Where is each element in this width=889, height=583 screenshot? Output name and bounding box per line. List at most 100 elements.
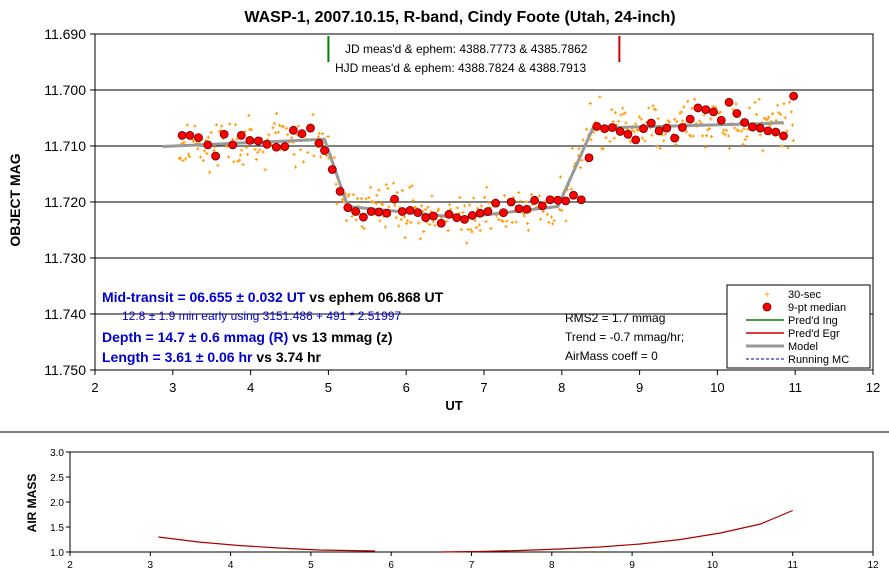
thirty-sec-point [736, 129, 740, 133]
thirty-sec-point [205, 151, 209, 156]
main-x-tick-label: 6 [403, 380, 410, 395]
thirty-sec-point [734, 102, 738, 106]
thirty-sec-point [399, 217, 403, 222]
median-point [327, 165, 337, 174]
thirty-sec-point [378, 219, 382, 223]
thirty-sec-point [611, 120, 615, 124]
thirty-sec-point [521, 211, 526, 216]
thirty-sec-point [411, 198, 415, 202]
thirty-sec-point [604, 136, 608, 140]
thirty-sec-point [351, 193, 355, 197]
thirty-sec-point [616, 119, 620, 124]
thirty-sec-point [718, 110, 722, 114]
thirty-sec-point [658, 146, 662, 151]
length-bold: Length = 3.61 ± 0.06 hr [102, 349, 253, 365]
airmass-x-tick-label: 3 [148, 560, 154, 571]
thirty-sec-point [214, 123, 219, 127]
thirty-sec-point [436, 207, 441, 211]
thirty-sec-point [524, 200, 528, 204]
median-point [306, 123, 315, 133]
thirty-sec-point [654, 108, 658, 112]
thirty-sec-point [775, 103, 780, 107]
thirty-sec-point [485, 185, 489, 189]
thirty-sec-point [276, 130, 280, 134]
thirty-sec-point [473, 218, 477, 223]
thirty-sec-point [404, 222, 409, 226]
jd-annotation: JD meas'd & ephem: 4388.7773 & 4385.7862 [345, 42, 588, 56]
thirty-sec-point [228, 122, 232, 126]
thirty-sec-point [691, 134, 695, 138]
thirty-sec-point [261, 150, 265, 154]
thirty-sec-point [706, 128, 710, 132]
thirty-sec-point [424, 208, 428, 212]
thirty-sec-point [369, 185, 373, 190]
thirty-sec-point [526, 228, 531, 232]
median-point [600, 124, 609, 134]
thirty-sec-point [782, 102, 786, 106]
thirty-sec-point [431, 219, 435, 224]
thirty-sec-point [758, 133, 762, 137]
median-point [755, 123, 765, 133]
thirty-sec-point [249, 128, 254, 132]
thirty-sec-point [786, 146, 790, 150]
thirty-sec-point [449, 207, 453, 211]
thirty-sec-point [538, 217, 543, 221]
airmass-x-tick-label: 9 [629, 560, 635, 571]
median-point [405, 205, 415, 215]
median-point [397, 207, 407, 216]
main-x-tick-label: 4 [247, 380, 254, 395]
airmass-x-tick-label: 11 [788, 560, 799, 571]
thirty-sec-point [632, 130, 636, 134]
thirty-sec-point [739, 129, 743, 133]
airmass-y-axis-label: AIR MASS [25, 474, 39, 533]
main-x-tick-label: 8 [558, 380, 565, 395]
thirty-sec-point [684, 130, 688, 134]
thirty-sec-point [233, 123, 238, 127]
thirty-sec-point [332, 156, 336, 160]
thirty-sec-point [656, 117, 660, 121]
main-x-tick-label: 12 [866, 380, 880, 395]
main-x-tick-label: 9 [636, 380, 643, 395]
thirty-sec-point [446, 228, 450, 233]
median-point [335, 186, 345, 196]
thirty-sec-point [253, 147, 257, 152]
thirty-sec-point [655, 144, 659, 148]
thirty-sec-point [672, 117, 677, 121]
thirty-sec-point [497, 217, 501, 222]
thirty-sec-point [213, 145, 217, 149]
median-point [584, 153, 594, 163]
thirty-sec-point [742, 127, 746, 131]
airmass-x-tick-label: 4 [228, 560, 234, 571]
thirty-sec-point [377, 188, 381, 192]
thirty-sec-point [693, 97, 697, 101]
thirty-sec-point [578, 166, 583, 170]
thirty-sec-point [235, 137, 239, 141]
thirty-sec-point [470, 230, 474, 234]
median-point [677, 123, 687, 132]
median-point [245, 135, 255, 145]
thirty-sec-point [667, 120, 671, 124]
median-point [390, 194, 399, 204]
thirty-sec-point [541, 209, 545, 214]
median-point [662, 123, 672, 133]
main-y-tick-label: 11.750 [44, 362, 86, 378]
thirty-sec-point [651, 104, 655, 108]
thirty-sec-point [244, 145, 248, 150]
thirty-sec-point [196, 147, 200, 151]
thirty-sec-point [380, 203, 385, 207]
main-y-tick-label: 11.690 [44, 26, 86, 42]
thirty-sec-point [426, 205, 430, 209]
median-point [709, 107, 718, 117]
chart-title: WASP-1, 2007.10.15, R-band, Cindy Foote … [244, 9, 675, 26]
thirty-sec-point [721, 131, 725, 135]
thirty-sec-point [212, 148, 216, 153]
thirty-sec-point [517, 190, 521, 195]
thirty-sec-point [273, 131, 278, 135]
thirty-sec-point [198, 155, 203, 159]
median-point [203, 140, 213, 150]
thirty-sec-point [785, 129, 789, 133]
thirty-sec-point [613, 111, 618, 115]
thirty-sec-point [690, 106, 694, 110]
airmass-x-tick-label: 8 [549, 560, 555, 571]
